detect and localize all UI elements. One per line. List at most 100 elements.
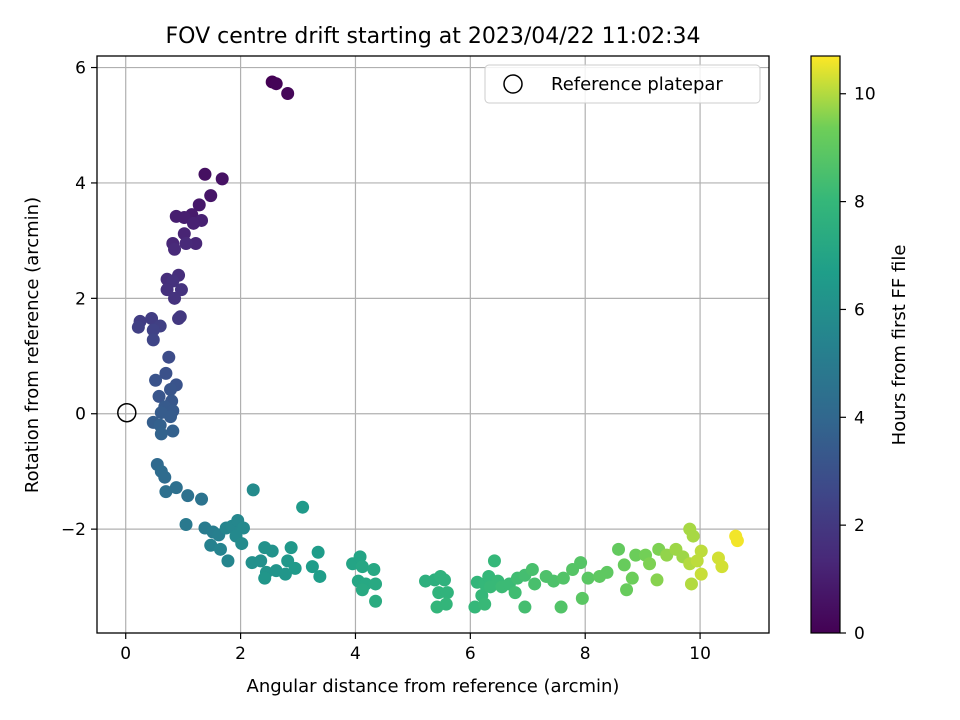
data-point [554, 600, 568, 614]
data-point [694, 567, 708, 581]
legend-entry-reference-platepar: Reference platepar [551, 74, 723, 95]
data-point [694, 544, 708, 558]
data-point [149, 373, 163, 387]
data-point [131, 320, 145, 334]
reference-platepar-marker [117, 402, 137, 423]
data-point [600, 565, 614, 579]
data-point [575, 591, 589, 605]
data-point [198, 167, 212, 181]
data-point [192, 198, 206, 212]
data-point [620, 583, 634, 597]
grid-lines [97, 56, 769, 633]
x-tick-label: 6 [465, 644, 476, 664]
data-point [625, 571, 639, 585]
x-tick-label: 8 [580, 644, 591, 664]
data-point [146, 333, 160, 347]
data-point [166, 424, 180, 438]
data-point [281, 87, 295, 101]
colorbar-tick-label: 10 [854, 85, 876, 105]
colorbar-tick-label: 8 [854, 193, 865, 213]
data-point [213, 542, 227, 556]
data-point [284, 541, 298, 555]
data-point [547, 574, 561, 588]
data-point [508, 586, 522, 600]
data-point [369, 577, 383, 591]
data-point [369, 594, 383, 608]
data-point [355, 583, 369, 597]
y-tick-label: 0 [75, 405, 86, 425]
data-point [556, 571, 570, 585]
data-point [650, 573, 664, 587]
data-point [367, 563, 381, 577]
data-point [159, 485, 173, 499]
colorbar-tick-label: 0 [854, 624, 865, 644]
data-point [221, 554, 235, 568]
data-point [690, 554, 704, 568]
data-point [174, 283, 188, 297]
data-point [164, 410, 178, 424]
data-point [296, 500, 310, 514]
data-point [525, 563, 539, 577]
y-tick-label: 4 [75, 174, 86, 194]
colorbar: 0 2 4 6 8 10 Hours from first FF file [810, 55, 910, 644]
data-point [355, 560, 369, 574]
data-point [617, 558, 631, 572]
data-point [730, 534, 744, 548]
data-point [246, 483, 260, 497]
data-point [215, 172, 229, 186]
data-point [581, 571, 595, 585]
y-tick-label: 6 [75, 59, 86, 79]
data-point [439, 597, 453, 611]
data-point [574, 556, 588, 570]
data-point [145, 312, 159, 326]
y-tick-label: −2 [61, 520, 86, 540]
x-tick-label: 2 [235, 644, 246, 664]
data-point [612, 542, 626, 556]
data-point [186, 216, 200, 230]
data-point [269, 77, 283, 91]
data-point [258, 571, 272, 585]
data-point [518, 600, 532, 614]
data-point [179, 237, 193, 251]
data-point [684, 577, 698, 591]
data-point [478, 597, 492, 611]
data-point [169, 481, 183, 495]
data-point [487, 554, 501, 568]
colorbar-ticks: 0 2 4 6 8 10 [840, 85, 876, 644]
colorbar-tick-label: 4 [854, 408, 865, 428]
x-axis-label: Angular distance from reference (arcmin) [247, 676, 620, 697]
data-point [629, 548, 643, 562]
data-point [440, 586, 454, 600]
chart-title: FOV centre drift starting at 2023/04/22 … [166, 24, 701, 49]
data-point [146, 323, 160, 337]
data-point [152, 389, 166, 403]
colorbar-tick-label: 6 [854, 300, 865, 320]
data-point [686, 529, 700, 543]
data-point [179, 518, 193, 532]
legend-reference-marker [503, 74, 523, 94]
data-point [195, 492, 209, 506]
data-point [235, 537, 249, 551]
data-point [189, 237, 203, 251]
data-point [160, 283, 174, 297]
y-tick-label: 2 [75, 289, 86, 309]
data-points [131, 75, 744, 614]
legend-box [484, 64, 761, 104]
data-point [278, 567, 292, 581]
data-point [164, 383, 178, 397]
data-point [265, 544, 279, 558]
data-point [154, 427, 168, 441]
data-point [168, 291, 182, 305]
plot-frame [96, 55, 770, 634]
data-point [311, 545, 325, 559]
y-axis-label: Rotation from reference (arcmin) [22, 197, 43, 493]
data-point [437, 573, 451, 587]
data-point [353, 550, 367, 564]
data-point [204, 538, 218, 552]
data-point [305, 560, 319, 574]
data-point [468, 600, 482, 614]
data-point [313, 569, 327, 583]
data-point [288, 561, 302, 575]
data-point [715, 560, 729, 574]
